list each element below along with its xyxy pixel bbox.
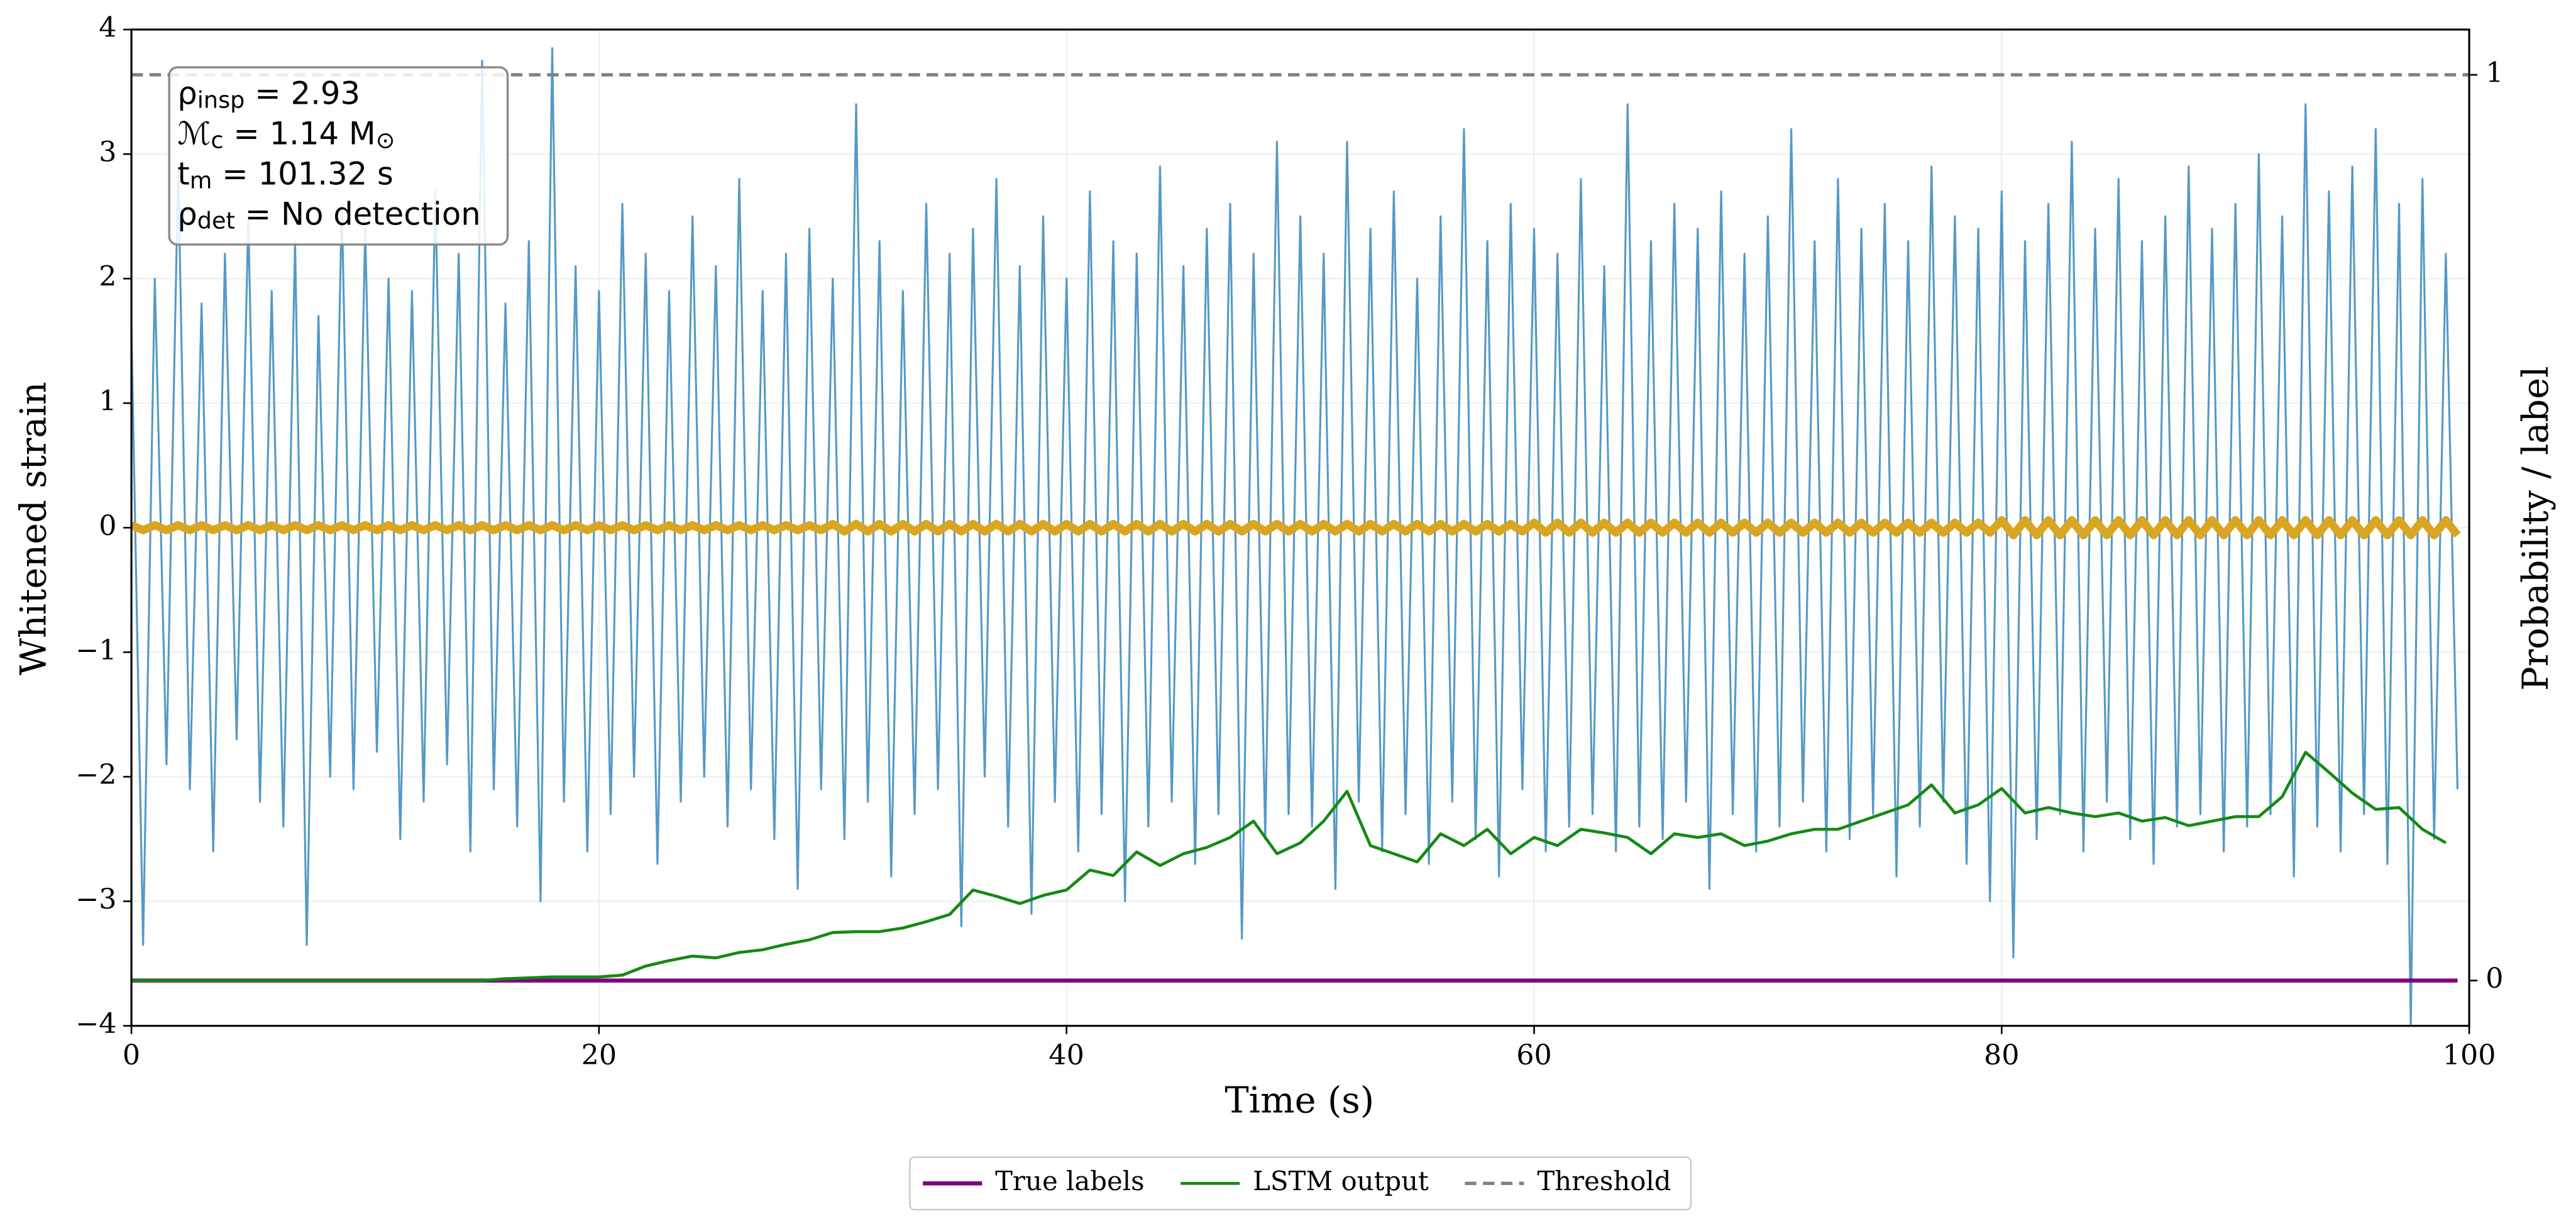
- y-tick-label: −2: [75, 759, 116, 791]
- x-tick-label: 80: [1984, 1039, 2020, 1071]
- y-tick-label: 3: [99, 136, 116, 168]
- y2-tick-label: 1: [2485, 57, 2503, 89]
- legend-frame: [908, 1156, 1692, 1211]
- annotation-part: c: [211, 126, 223, 153]
- legend-label: True labels: [995, 1166, 1144, 1196]
- annotation-part: insp: [197, 86, 245, 113]
- annotation-part: det: [197, 207, 235, 234]
- legend-label: Threshold: [1537, 1166, 1671, 1196]
- annotation-part: = 1.14 M: [223, 115, 375, 152]
- annotation-part: ρ: [177, 196, 197, 232]
- x-tick-label: 60: [1516, 1039, 1552, 1071]
- annotation: ρdet = No detection: [177, 196, 480, 234]
- plot-area: [129, 47, 2470, 1027]
- annotation-part: ⊙: [376, 126, 395, 153]
- y-tick-label: −1: [75, 634, 116, 666]
- y-tick-label: −4: [75, 1008, 116, 1040]
- x-tick-label: 20: [581, 1039, 617, 1071]
- y-tick-label: 4: [99, 12, 116, 44]
- y-tick-label: 0: [99, 510, 116, 542]
- x-axis-label: Time (s): [1225, 1079, 1374, 1121]
- annotation-part: ℳ: [177, 115, 211, 152]
- y-axis-label: Whitened strain: [12, 382, 54, 675]
- legend-label: LSTM output: [1253, 1166, 1429, 1196]
- annotation-box: [168, 66, 509, 246]
- y-tick-label: 2: [99, 261, 116, 293]
- x-tick-label: 40: [1049, 1039, 1084, 1071]
- y-tick-label: −3: [75, 883, 116, 915]
- y2-axis-label: Probability / label: [2514, 366, 2557, 691]
- series-line: [130, 47, 2459, 1027]
- annotation-part: m: [190, 167, 212, 194]
- annotation-part: t: [177, 155, 189, 192]
- annotation-part: = No detection: [235, 196, 481, 232]
- x-tick-label: 100: [2443, 1039, 2496, 1071]
- annotation-part: = 2.93: [245, 75, 360, 111]
- annotation-part: ρ: [177, 75, 197, 111]
- series-line: [129, 516, 2461, 539]
- series-line: [131, 751, 2447, 982]
- y-tick-label: 1: [99, 385, 116, 417]
- annotation-part: = 101.32 s: [212, 155, 393, 192]
- legend: True labels LSTM output Threshold: [908, 1156, 1692, 1211]
- annotation: ρinsp = 2.93: [177, 75, 360, 113]
- annotation: tm = 101.32 s: [177, 155, 394, 194]
- y2-tick-label: 0: [2485, 963, 2503, 995]
- x-tick-label: 0: [123, 1039, 140, 1071]
- annotation: ℳc = 1.14 M⊙: [177, 115, 395, 153]
